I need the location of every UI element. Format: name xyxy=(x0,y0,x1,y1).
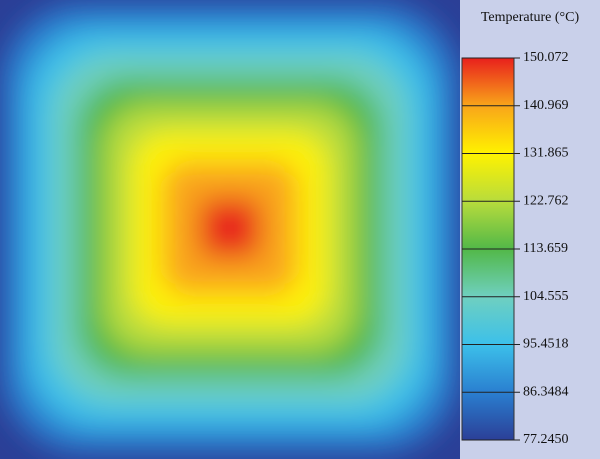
field-contours xyxy=(1,4,459,452)
colorbar-tick-label: 131.865 xyxy=(523,146,569,161)
colorbar-tick-label: 95.4518 xyxy=(523,337,569,352)
colorbar-tick-label: 104.555 xyxy=(523,289,569,304)
colorbar-tick-label: 122.762 xyxy=(523,193,569,208)
colorbar-title: Temperature (°C) xyxy=(481,10,580,25)
colorbar-tick-label: 113.659 xyxy=(523,241,568,256)
contour xyxy=(200,198,260,258)
colorbar-tick-label: 150.072 xyxy=(523,50,569,65)
colorbar-tick-label: 140.969 xyxy=(523,98,569,113)
colorbar-tick-label: 86.3484 xyxy=(523,384,569,399)
colorbar-tick-label: 77.2450 xyxy=(523,432,569,447)
temperature-field xyxy=(0,0,460,459)
